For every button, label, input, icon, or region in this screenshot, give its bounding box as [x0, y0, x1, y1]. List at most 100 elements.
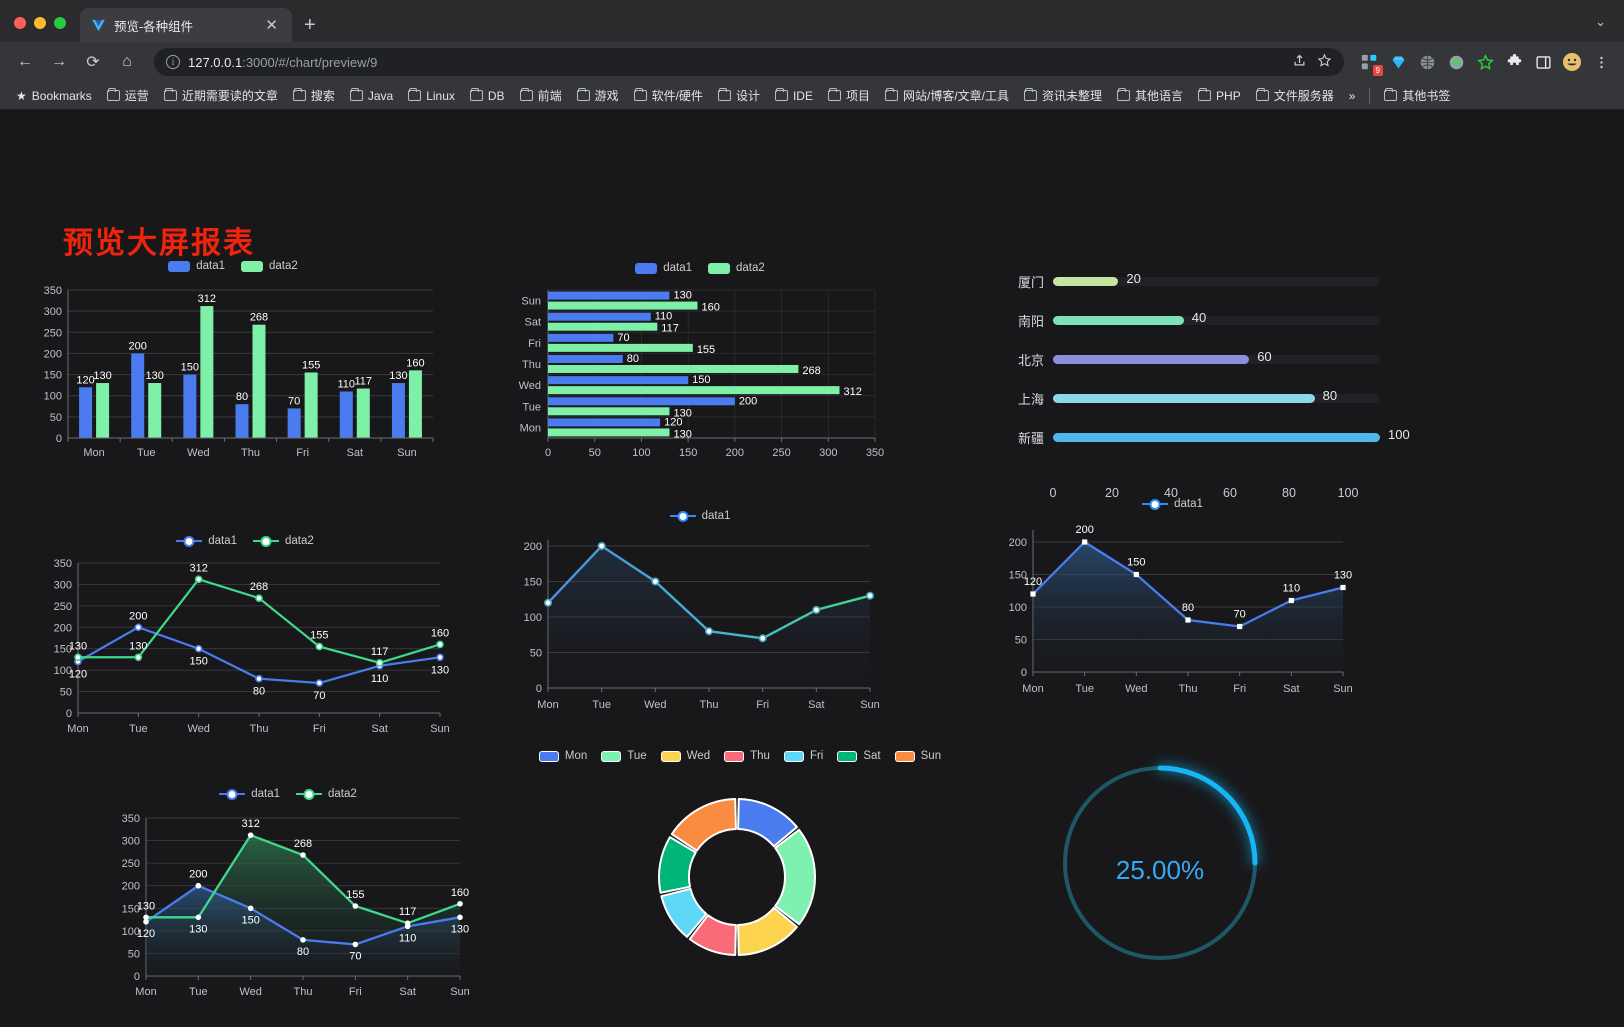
home-button[interactable]: ⌂ [122, 53, 132, 70]
data-point[interactable] [134, 653, 143, 662]
bar[interactable] [356, 388, 370, 438]
legend-item-data1[interactable]: data1 [176, 535, 237, 547]
bar[interactable] [548, 355, 623, 363]
chart-line-two-series[interactable]: data1 data2 0 50 100 150 200 250 300 350 Mon Tue W… [30, 535, 460, 755]
pie-slice[interactable] [737, 798, 798, 848]
data-point[interactable] [247, 905, 254, 912]
chart-bar-vertical[interactable]: data1 data2 0 50 100 150 200 250 300 350 120 130 M… [18, 260, 448, 480]
bookmark-folder-item[interactable]: 文件服务器 [1250, 85, 1340, 106]
bookmark-folder-item[interactable]: 前端 [514, 85, 568, 106]
bar[interactable] [548, 407, 670, 416]
data-point[interactable] [758, 634, 767, 643]
forward-button[interactable]: → [51, 53, 67, 70]
legend-item-sun[interactable]: Sun [894, 750, 941, 762]
bar[interactable] [548, 322, 658, 331]
profile-avatar-icon[interactable] [1559, 49, 1585, 75]
bookmark-folder-item[interactable]: 设计 [712, 85, 766, 106]
bar[interactable] [287, 408, 301, 438]
bookmark-folder-item[interactable]: 游戏 [571, 85, 625, 106]
pie-slice[interactable] [670, 798, 737, 852]
legend-item-wed[interactable]: Wed [660, 750, 710, 762]
new-tab-button[interactable]: + [304, 14, 316, 36]
data-point[interactable] [194, 644, 203, 653]
data-point[interactable] [300, 852, 306, 858]
data-point[interactable] [1185, 617, 1191, 623]
legend-item-thu[interactable]: Thu [724, 750, 770, 762]
bookmark-folder-item[interactable]: 资讯未整理 [1018, 85, 1108, 106]
other-bookmarks-item[interactable]: 其他书签 [1378, 85, 1456, 106]
legend-item-data1[interactable]: data1 [1142, 498, 1203, 510]
data-point[interactable] [1288, 597, 1294, 604]
data-point[interactable] [812, 605, 821, 614]
bar[interactable] [548, 386, 840, 395]
data-point[interactable] [1340, 584, 1346, 591]
browser-tab[interactable]: 预览-各种组件 ✕ [80, 8, 292, 42]
legend-item-data1[interactable]: data1 [669, 510, 730, 522]
bar[interactable] [408, 370, 422, 438]
data-point[interactable] [255, 594, 263, 602]
data-point[interactable] [134, 623, 143, 632]
progress-bar-row[interactable]: 南阳 40 [1000, 309, 1380, 331]
data-point[interactable] [597, 542, 606, 551]
bar[interactable] [548, 397, 735, 406]
data-point[interactable] [543, 598, 552, 607]
bar[interactable] [79, 387, 93, 438]
bar[interactable] [96, 383, 110, 438]
data-point[interactable] [705, 627, 714, 636]
data-point[interactable] [436, 653, 444, 662]
bookmark-folder-item[interactable]: DB [464, 87, 511, 105]
site-info-icon[interactable]: i [166, 55, 180, 69]
data-point[interactable] [247, 832, 254, 838]
legend-item-sat[interactable]: Sat [837, 750, 881, 762]
bookmark-folder-item[interactable]: 近期需要读的文章 [158, 85, 284, 106]
bar[interactable] [304, 372, 318, 438]
chart-line-gradient[interactable]: data1 0 50 100 150 200 Mon Tue Wed Thu Fri Sat Sun [500, 510, 900, 725]
tab-search-chevron-icon[interactable]: ⌄ [1595, 14, 1606, 29]
progress-bar-row[interactable]: 新疆 100 [1000, 426, 1410, 448]
legend-item-tue[interactable]: Tue [601, 750, 647, 762]
reload-button[interactable]: ⟳ [86, 54, 100, 71]
bar[interactable] [548, 291, 670, 300]
pie-slice[interactable] [660, 887, 708, 938]
bar[interactable] [252, 324, 266, 438]
bookmarks-overflow-button[interactable]: » [1348, 88, 1356, 103]
bar[interactable] [548, 312, 651, 321]
data-point[interactable] [352, 941, 359, 948]
data-point[interactable] [1133, 571, 1139, 578]
bookmark-folder-item[interactable]: Java [344, 87, 399, 105]
close-tab-button[interactable]: ✕ [265, 16, 278, 34]
bookmark-folder-item[interactable]: 软件/硬件 [628, 85, 709, 106]
pie-slice[interactable] [774, 828, 816, 926]
data-point[interactable] [375, 659, 384, 667]
bar[interactable] [548, 376, 689, 385]
legend-item-data1[interactable]: data1 [168, 260, 225, 272]
address-bar[interactable]: i 127.0.0.1:3000/#/chart/preview/9 [154, 48, 1344, 76]
bar[interactable] [235, 404, 249, 438]
legend-item-data2[interactable]: data2 [241, 260, 298, 272]
circle-green-icon[interactable] [1443, 49, 1469, 75]
data-point[interactable] [457, 900, 463, 907]
bar[interactable] [148, 383, 162, 438]
bookmark-folder-item[interactable]: IDE [769, 87, 819, 105]
bar[interactable] [548, 365, 799, 373]
bar[interactable] [548, 301, 698, 310]
maximize-window-button[interactable] [54, 17, 66, 29]
data-point[interactable] [300, 937, 306, 943]
pie-slice[interactable] [658, 836, 697, 894]
window-controls[interactable] [14, 17, 66, 42]
globe-grid-icon[interactable] [1414, 49, 1440, 75]
data-point[interactable] [1030, 591, 1036, 597]
close-window-button[interactable] [14, 17, 26, 29]
legend-item-fri[interactable]: Fri [783, 750, 823, 762]
data-point[interactable] [143, 919, 149, 925]
kebab-menu-icon[interactable] [1588, 49, 1614, 75]
bar[interactable] [183, 374, 197, 438]
bar[interactable] [548, 343, 693, 352]
bookmark-star-icon[interactable] [1317, 53, 1332, 71]
legend-item-data1[interactable]: data1 [635, 262, 692, 274]
bookmark-folder-item[interactable]: Linux [402, 87, 461, 105]
data-point[interactable] [651, 577, 660, 586]
chart-area-two-series[interactable]: data1 data2 0 50 100 150 200 250 300 350 120 200 1… [88, 788, 488, 1008]
puzzle-extensions-icon[interactable] [1501, 49, 1527, 75]
extensions-grid-icon[interactable]: 9 [1356, 49, 1383, 76]
